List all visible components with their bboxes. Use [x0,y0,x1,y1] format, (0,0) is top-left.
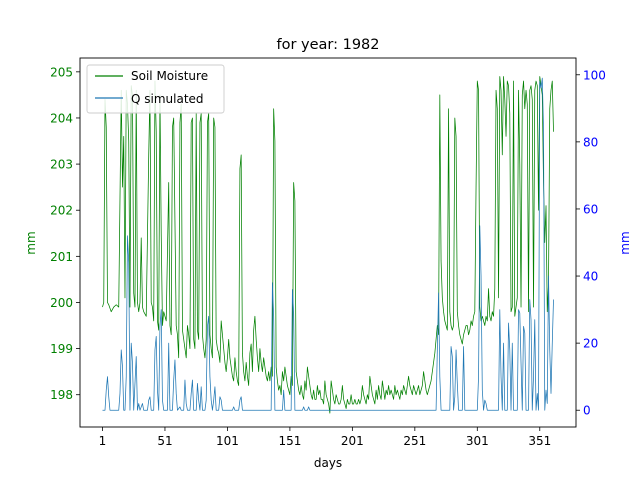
x-tick-label: 351 [528,434,551,448]
right-y-tick-label: 20 [583,337,598,351]
right-y-tick-label: 100 [583,68,606,82]
left-y-tick-label: 200 [50,296,73,310]
x-tick-label: 51 [157,434,172,448]
left-y-tick-label: 201 [50,250,73,264]
left-y-tick-label: 205 [50,65,73,79]
right-y-tick-label: 0 [583,404,591,418]
left-y-tick-label: 204 [50,111,73,125]
x-axis: 1 51 101 151 201 251 301 351 [99,427,551,448]
left-y-axis-label: mm [24,231,38,254]
left-y-tick-label: 198 [50,388,73,402]
right-y-tick-label: 40 [583,270,598,284]
left-y-tick-label: 202 [50,204,73,218]
x-tick-label: 151 [278,434,301,448]
right-y-tick-label: 80 [583,135,598,149]
q-simulated-series [102,77,554,411]
x-tick-label: 1 [99,434,107,448]
left-y-axis: 198 199 200 201 202 203 204 205 [50,65,80,402]
legend-q-simulated-label: Q simulated [131,92,204,106]
q-simulated-line [102,77,554,411]
legend-box [86,64,225,114]
x-tick-label: 201 [341,434,364,448]
plot-frame [79,57,577,428]
right-y-axis: 0 20 40 60 80 100 [576,68,606,418]
x-tick-label: 101 [216,434,239,448]
x-tick-label: 251 [403,434,426,448]
soil-moisture-series [102,76,554,414]
soil-moisture-line [102,76,554,414]
x-axis-label: days [314,456,342,470]
legend: Soil Moisture Q simulated [86,64,225,114]
left-y-tick-label: 203 [50,158,73,172]
x-tick-label: 301 [466,434,489,448]
left-y-tick-label: 199 [50,342,73,356]
chart-title: for year: 1982 [276,37,379,53]
right-y-axis-label: mm [618,231,632,254]
right-y-tick-label: 60 [583,202,598,216]
legend-soil-moisture-label: Soil Moisture [131,69,208,83]
